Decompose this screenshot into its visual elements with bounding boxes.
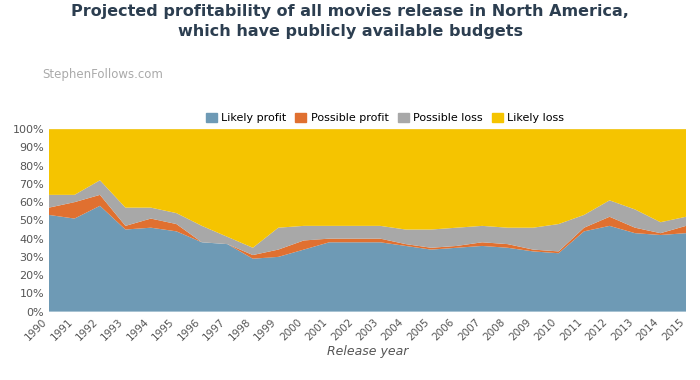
X-axis label: Release year: Release year: [327, 345, 408, 358]
Legend: Likely profit, Possible profit, Possible loss, Likely loss: Likely profit, Possible profit, Possible…: [201, 108, 569, 127]
Text: StephenFollows.com: StephenFollows.com: [42, 68, 163, 81]
Text: Projected profitability of all movies release in North America,
which have publi: Projected profitability of all movies re…: [71, 4, 629, 39]
